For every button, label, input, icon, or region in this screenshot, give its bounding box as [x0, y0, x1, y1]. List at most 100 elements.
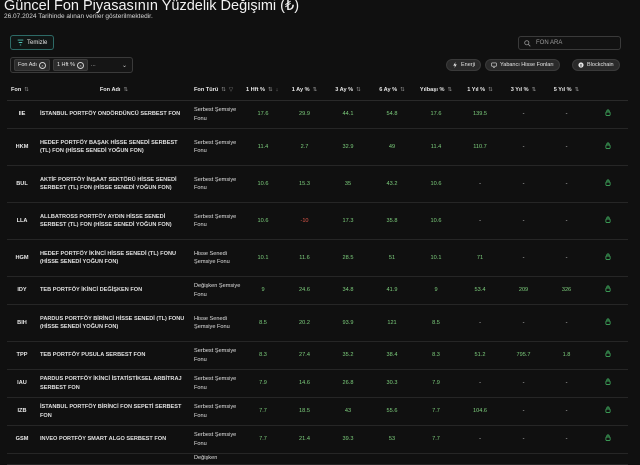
return-value: 209 — [502, 276, 545, 305]
lock-icon[interactable] — [588, 304, 628, 342]
sort-icon: ⇅ — [574, 86, 580, 93]
chip-1hft[interactable]: 1 Hft % × — [52, 59, 89, 71]
svg-text:B: B — [580, 63, 583, 67]
return-value: 29.9 — [283, 100, 326, 129]
return-value: 10.1 — [414, 239, 458, 277]
lock-icon[interactable] — [588, 276, 628, 305]
table-row[interactable]: LLA ALLBATROSS PORTFÖY AYDIN HİSSE SENEDİ… — [7, 202, 628, 240]
return-value: - — [545, 425, 588, 454]
lock-icon[interactable] — [588, 397, 628, 426]
fund-name[interactable]: HEDEF PORTFÖY BAŞAK HİSSE SENEDİ SERBEST… — [37, 128, 191, 166]
lock-icon[interactable] — [588, 425, 628, 454]
fund-code[interactable]: BIH — [7, 304, 37, 342]
funds-table: Fon ⇅ Fon Adı ⇅ Fon Türü ⇅ ▽ 1 Hft % ⇅ ↓ 1 Ay … — [7, 79, 628, 465]
table-row[interactable]: HGM HEDEF PORTFÖY İKİNCİ HİSSE SENEDİ (TL… — [7, 239, 628, 277]
return-value: 7.7 — [414, 425, 458, 454]
return-value: 35.2 — [326, 341, 370, 370]
fund-name[interactable]: AKTİF PORTFÖY İNŞAAT SEKTÖRÜ HİSSE SENED… — [37, 165, 191, 203]
return-value: 11.4 — [414, 128, 458, 166]
col-header-yilbasi[interactable]: Yılbaşı % ⇅ — [414, 79, 458, 101]
return-value: 10.6 — [243, 165, 283, 203]
table-header-row: Fon ⇅ Fon Adı ⇅ Fon Türü ⇅ ▽ 1 Hft % ⇅ ↓ 1 Ay … — [7, 79, 628, 101]
table-row[interactable]: IIE İSTANBUL PORTFÖY ONDÖRDÜNCÜ SERBEST F… — [7, 100, 628, 129]
fund-code[interactable]: IIE — [7, 100, 37, 129]
col-header-3yil[interactable]: 3 Yıl % ⇅ — [502, 79, 545, 101]
col-header-5yil[interactable]: 5 Yıl % ⇅ — [545, 79, 588, 101]
lock-icon[interactable] — [588, 369, 628, 398]
clear-filters-button[interactable]: Temizle — [10, 35, 55, 50]
col-header-3ay[interactable]: 3 Ay % ⇅ — [326, 79, 370, 101]
fund-type: Değişken — [191, 453, 243, 465]
col-header-fon-adi[interactable]: Fon Adı ⇅ — [37, 79, 191, 101]
filter-pill-blockchain[interactable]: B Blockchain — [572, 59, 620, 71]
sort-icon: ⇅ — [400, 86, 405, 93]
filter-icon — [17, 39, 24, 46]
fund-code[interactable]: IDY — [7, 276, 37, 305]
lock-icon[interactable] — [588, 100, 628, 129]
fund-type: Serbest Şemsiye Fonu — [191, 100, 243, 129]
lock-icon[interactable] — [588, 165, 628, 203]
sort-icon: ⇅ — [24, 86, 29, 93]
return-value: 7.7 — [243, 397, 283, 426]
fund-name[interactable]: İSTANBUL PORTFÖY BİRİNCİ FON SEPETİ SERB… — [37, 397, 191, 426]
return-value: 139.5 — [458, 100, 502, 129]
table-row-partial: Değişken — [7, 453, 628, 465]
fund-code[interactable]: HGM — [7, 239, 37, 277]
col-header-1ay[interactable]: 1 Ay % ⇅ — [283, 79, 326, 101]
fund-name[interactable]: TEB PORTFÖY İKİNCİ DEĞİŞKEN FON — [37, 276, 191, 305]
table-row[interactable]: IDY TEB PORTFÖY İKİNCİ DEĞİŞKEN FON Değişk… — [7, 276, 628, 305]
return-value: 2.7 — [283, 128, 326, 166]
fund-name[interactable]: İSTANBUL PORTFÖY ONDÖRDÜNCÜ SERBEST FON — [37, 100, 191, 129]
fund-name[interactable]: PARDUS PORTFÖY İKİNCİ İSTATİSTİKSEL ARBİ… — [37, 369, 191, 398]
fund-name[interactable]: HEDEF PORTFÖY İKİNCİ HİSSE SENEDİ (TL) F… — [37, 239, 191, 277]
search-icon — [524, 39, 531, 47]
col-header-1hft[interactable]: 1 Hft % ⇅ ↓ — [243, 79, 283, 101]
fund-code[interactable]: TPP — [7, 341, 37, 370]
fund-code[interactable]: GSM — [7, 425, 37, 454]
fund-name[interactable]: PARDUS PORTFÖY BİRİNCİ HİSSE SENEDİ (TL)… — [37, 304, 191, 342]
lock-icon[interactable] — [588, 202, 628, 240]
col-header-6ay[interactable]: 6 Ay % ⇅ — [370, 79, 414, 101]
return-value: 17.6 — [243, 100, 283, 129]
table-row[interactable]: HKM HEDEF PORTFÖY BAŞAK HİSSE SENEDİ SERB… — [7, 128, 628, 166]
table-row[interactable]: IZB İSTANBUL PORTFÖY BİRİNCİ FON SEPETİ S… — [7, 397, 628, 426]
return-value: -10 — [283, 202, 326, 240]
fund-code[interactable]: LLA — [7, 202, 37, 240]
lock-icon[interactable] — [588, 341, 628, 370]
chip-remove-icon[interactable]: × — [77, 61, 85, 69]
table-row[interactable]: TPP TEB PORTFÖY PUSULA SERBEST FON Serbest… — [7, 341, 628, 370]
lock-icon[interactable] — [588, 128, 628, 166]
table-row[interactable]: BUL AKTİF PORTFÖY İNŞAAT SEKTÖRÜ HİSSE SE… — [7, 165, 628, 203]
return-value: - — [502, 304, 545, 342]
filter-pill-enerji[interactable]: Enerji — [446, 59, 482, 71]
return-value: 14.6 — [283, 369, 326, 398]
return-value: 11.6 — [283, 239, 326, 277]
return-value: 49 — [370, 128, 414, 166]
filter-pill-yabanci[interactable]: Yabancı Hisse Fonları — [485, 59, 560, 71]
table-row[interactable]: GSM INVEO PORTFÖY SMART ALGO SERBEST FON S… — [7, 425, 628, 454]
return-value: 39.3 — [326, 425, 370, 454]
return-value: 35 — [326, 165, 370, 203]
return-value: - — [502, 239, 545, 277]
fund-code[interactable]: HKM — [7, 128, 37, 166]
lock-icon[interactable] — [588, 239, 628, 277]
sort-desc-icon: ↓ — [275, 86, 279, 93]
fund-code[interactable]: IAU — [7, 369, 37, 398]
search-input[interactable]: FON ARA — [518, 36, 621, 50]
table-row[interactable]: IAU PARDUS PORTFÖY İKİNCİ İSTATİSTİKSEL A… — [7, 369, 628, 398]
chip-fon-adi[interactable]: Fon Adı × — [14, 59, 50, 71]
fund-name[interactable]: ALLBATROSS PORTFÖY AYDIN HİSSE SENEDİ SE… — [37, 202, 191, 240]
fund-code[interactable]: IZB — [7, 397, 37, 426]
fund-name[interactable]: INVEO PORTFÖY SMART ALGO SERBEST FON — [37, 425, 191, 454]
column-select[interactable]: Fon Adı × 1 Hft % × ... ⌄ — [10, 57, 133, 73]
table-row[interactable]: BIH PARDUS PORTFÖY BİRİNCİ HİSSE SENEDİ (… — [7, 304, 628, 342]
chevron-down-icon[interactable]: ⌄ — [121, 63, 127, 69]
col-header-1yil[interactable]: 1 Yıl % ⇅ — [458, 79, 502, 101]
chip-remove-icon[interactable]: × — [38, 61, 46, 69]
col-header-fon-turu[interactable]: Fon Türü ⇅ ▽ — [191, 79, 243, 101]
sort-icon: ⇅ — [267, 86, 273, 93]
return-value: 104.6 — [458, 397, 502, 426]
fund-name[interactable]: TEB PORTFÖY PUSULA SERBEST FON — [37, 341, 191, 370]
col-header-fon[interactable]: Fon ⇅ — [7, 79, 37, 101]
fund-code[interactable]: BUL — [7, 165, 37, 203]
